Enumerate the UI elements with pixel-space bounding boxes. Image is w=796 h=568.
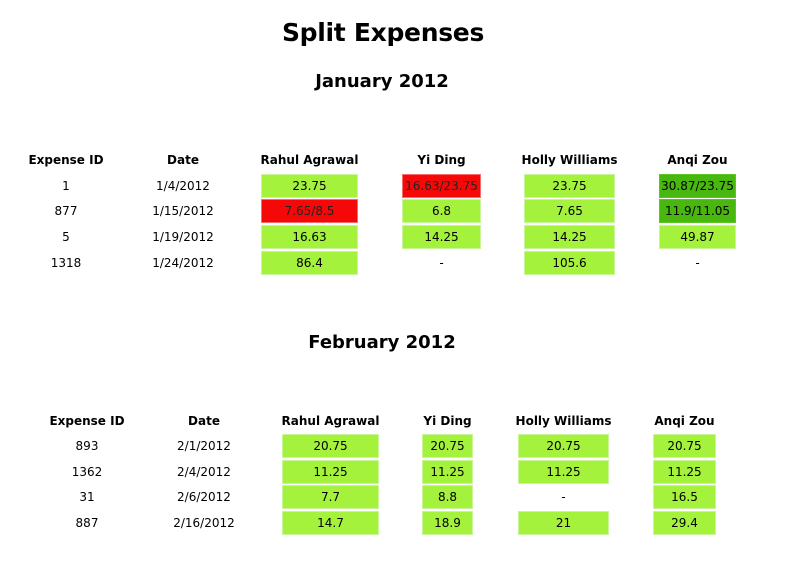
month-title-february: February 2012 [308,332,456,353]
amount-cell-holly: 105.6 [524,251,615,275]
amount-cell-rahul: 16.63 [261,225,358,249]
column-header-anqi: Anqi Zou [654,414,715,428]
amount-cell-anqi: 30.87/23.75 [659,174,736,198]
amount-cell-anqi: 49.87 [659,225,736,249]
amount-cell-anqi: 11.25 [653,460,716,484]
amount-cell-yi: 14.25 [402,225,481,249]
amount-cell-yi: 6.8 [402,199,481,223]
amount-cell-holly: 23.75 [524,174,615,198]
amount-cell-anqi: 20.75 [653,434,716,458]
amount-cell-anqi: 11.9/11.05 [659,199,736,223]
date-cell: 1/19/2012 [152,230,214,244]
amount-cell-holly: 14.25 [524,225,615,249]
date-cell: 2/1/2012 [177,439,231,453]
date-cell: 1/4/2012 [156,179,210,193]
page-title: Split Expenses [281,18,485,47]
column-header-holly: Holly Williams [521,153,618,167]
expense-id-cell: 877 [54,204,78,218]
amount-cell-rahul: 11.25 [282,460,379,484]
date-cell: 2/6/2012 [177,490,231,504]
column-header-yi: Yi Ding [423,414,472,428]
amount-cell-yi: - [439,256,444,270]
amount-cell-holly: 20.75 [518,434,609,458]
column-header-yi: Yi Ding [417,153,466,167]
month-title-january: January 2012 [315,71,449,92]
amount-cell-rahul: 23.75 [261,174,358,198]
expense-id-cell: 31 [79,490,95,504]
column-header-date: Date [167,153,199,167]
column-header-holly: Holly Williams [515,414,612,428]
amount-cell-anqi: - [695,256,700,270]
amount-cell-holly: 21 [518,511,609,535]
amount-cell-holly: 7.65 [524,199,615,223]
date-cell: 1/15/2012 [152,204,214,218]
expense-id-cell: 893 [75,439,99,453]
expense-id-cell: 5 [62,230,70,244]
column-header-anqi: Anqi Zou [667,153,728,167]
amount-cell-holly: - [561,490,566,504]
amount-cell-anqi: 16.5 [653,485,716,509]
expense-id-cell: 1318 [50,256,82,270]
amount-cell-yi: 11.25 [422,460,473,484]
amount-cell-yi: 16.63/23.75 [402,174,481,198]
expense-id-cell: 887 [75,516,99,530]
amount-cell-anqi: 29.4 [653,511,716,535]
amount-cell-yi: 20.75 [422,434,473,458]
date-cell: 2/4/2012 [177,465,231,479]
column-header-expense-id: Expense ID [49,414,125,428]
amount-cell-yi: 8.8 [422,485,473,509]
date-cell: 2/16/2012 [173,516,235,530]
amount-cell-rahul: 14.7 [282,511,379,535]
amount-cell-yi: 18.9 [422,511,473,535]
expense-id-cell: 1362 [71,465,103,479]
column-header-rahul: Rahul Agrawal [260,153,359,167]
amount-cell-rahul: 7.7 [282,485,379,509]
amount-cell-rahul: 7.65/8.5 [261,199,358,223]
amount-cell-rahul: 20.75 [282,434,379,458]
column-header-expense-id: Expense ID [28,153,104,167]
amount-cell-holly: 11.25 [518,460,609,484]
column-header-rahul: Rahul Agrawal [281,414,380,428]
date-cell: 1/24/2012 [152,256,214,270]
expense-id-cell: 1 [62,179,70,193]
amount-cell-rahul: 86.4 [261,251,358,275]
column-header-date: Date [188,414,220,428]
